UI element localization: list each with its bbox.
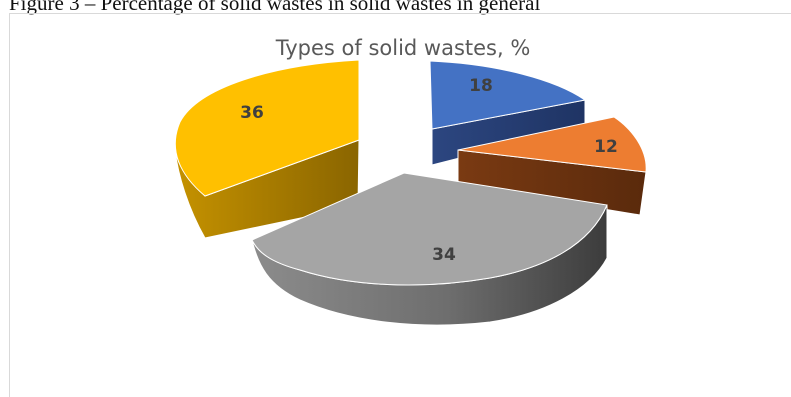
caption-fragment: Figure 3 – Percentage of solid wastes in… [9, 0, 541, 15]
pie-slice-0 [429, 60, 587, 130]
data-label-0: 18 [469, 76, 493, 96]
slice-group-2: 34 [251, 172, 608, 326]
chart-frame [9, 13, 791, 397]
data-label-3: 36 [240, 103, 264, 123]
pie-slice-3 [174, 59, 360, 197]
chart-title: Types of solid wastes, % [275, 36, 531, 60]
data-label-1: 12 [594, 137, 618, 157]
pie-slice-2 [251, 172, 608, 286]
slice-group-1: 12 [457, 116, 647, 216]
data-label-2: 34 [432, 245, 456, 265]
pie-slice-1 [457, 116, 647, 173]
